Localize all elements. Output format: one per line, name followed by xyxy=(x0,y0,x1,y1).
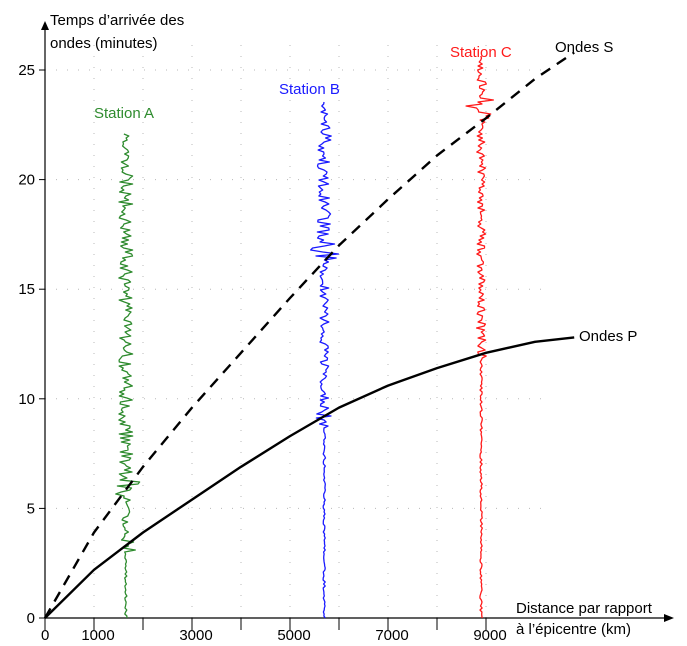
series-label-ondes-s: Ondes S xyxy=(555,39,613,56)
y-tick-label: 10 xyxy=(18,391,35,408)
x-tick-label: 1000 xyxy=(81,627,114,644)
y-tick-label: 0 xyxy=(27,610,35,627)
station-trace xyxy=(115,133,141,619)
x-tick-label: 5000 xyxy=(277,627,310,644)
y-axis-label-line-2: ondes (minutes) xyxy=(50,35,158,52)
x-axis-arrow-icon xyxy=(664,614,674,622)
station-label-c: Station C xyxy=(450,44,512,61)
ticks: 0 1000 3000 5000 7000 9000 0 5 10 15 20 25 xyxy=(18,62,506,644)
x-tick-label: 9000 xyxy=(473,627,506,644)
y-tick-label: 25 xyxy=(18,62,35,79)
station-trace xyxy=(310,101,340,619)
y-tick-label: 20 xyxy=(18,172,35,189)
x-tick-label: 7000 xyxy=(375,627,408,644)
x-axis-label-line-2: à l’épicentre (km) xyxy=(516,621,631,638)
series xyxy=(43,51,575,619)
y-tick-label: 5 xyxy=(27,500,35,517)
series-curve xyxy=(44,336,575,619)
x-axis-label-line-1: Distance par rapport xyxy=(516,600,653,617)
y-axis-arrow-icon xyxy=(41,21,49,30)
station-trace xyxy=(465,55,495,619)
x-tick-label: 3000 xyxy=(179,627,212,644)
series-curve xyxy=(43,51,575,619)
axes xyxy=(41,21,674,622)
y-axis-label-line-1: Temps d’arrivée des xyxy=(50,12,184,29)
y-tick-label: 15 xyxy=(18,281,35,298)
station-label-a: Station A xyxy=(94,105,154,122)
x-tick-label: 0 xyxy=(41,627,49,644)
stations xyxy=(115,55,495,619)
station-label-b: Station B xyxy=(279,81,340,98)
series-label-ondes-p: Ondes P xyxy=(579,328,637,345)
